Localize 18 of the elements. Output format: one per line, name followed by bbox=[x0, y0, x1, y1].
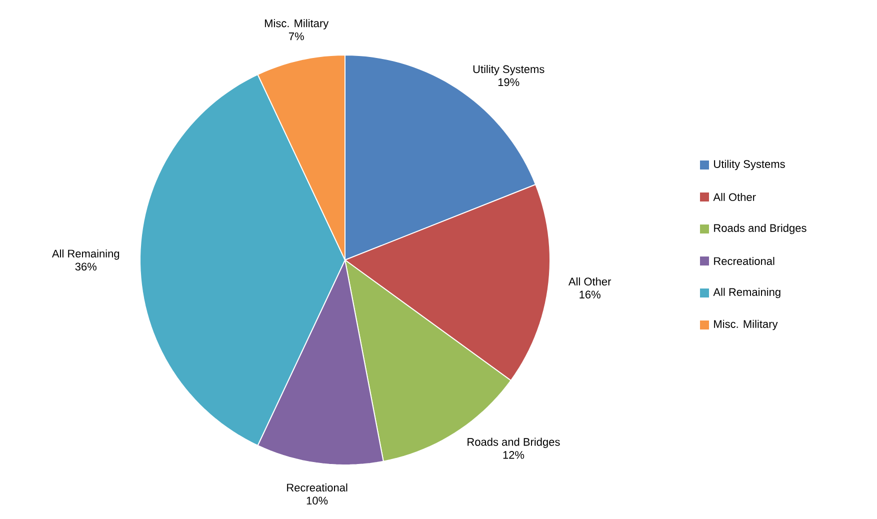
data-label: 19% bbox=[498, 78, 520, 86]
slice-label: All Other bbox=[568, 277, 612, 286]
slice-label: Misc. Military bbox=[264, 19, 329, 30]
slice-label: Utility Systems bbox=[473, 65, 544, 76]
data-label: 36% bbox=[75, 262, 96, 271]
legend-label: All Remaining bbox=[713, 288, 780, 298]
legend-label: Recreational bbox=[714, 256, 774, 266]
legend-label: Misc. Military bbox=[714, 320, 778, 330]
data-label: 7% bbox=[288, 32, 304, 40]
legend-label: Utility Systems bbox=[714, 160, 785, 170]
slice-label: All Remaining bbox=[52, 249, 120, 260]
data-label: 12% bbox=[503, 451, 524, 459]
data-label: 10% bbox=[306, 496, 328, 505]
data-label: 16% bbox=[580, 290, 600, 298]
slice-label: Recreational bbox=[287, 483, 348, 492]
slice-label: Roads and Bridges bbox=[468, 438, 560, 448]
legend-label: Roads and Bridges bbox=[714, 224, 806, 234]
legend-label: All Other bbox=[713, 192, 756, 202]
